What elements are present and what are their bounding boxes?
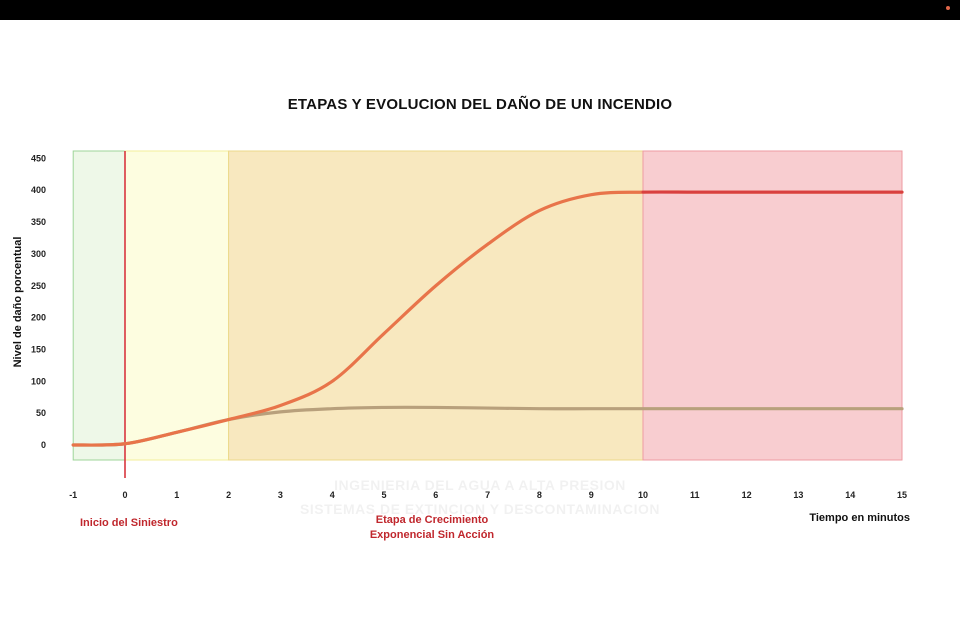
x-tick-label: 1 [174, 490, 179, 500]
y-tick-label: 100 [31, 376, 46, 386]
annotation-growth-line-2: Exponencial Sin Acción [369, 529, 495, 541]
y-tick-label: 50 [36, 408, 46, 418]
x-tick-label: 10 [638, 490, 648, 500]
y-tick-labels: 0 50 100 150 200 250 300 350 400 450 [31, 153, 46, 450]
y-tick-label: 450 [31, 153, 46, 163]
x-tick-label: 4 [330, 490, 335, 500]
y-tick-label: 200 [31, 313, 46, 323]
watermark-line-1: INGENIERIA DEL AGUA A ALTA PRESION [334, 477, 626, 493]
stage-bands [72, 150, 903, 461]
x-tick-label: 11 [690, 490, 700, 500]
y-tick-label: 300 [31, 249, 46, 259]
status-dot-icon [946, 6, 950, 10]
x-tick-label: 15 [897, 490, 907, 500]
watermark-line-2: SISTEMAS DE EXTINCION Y DESCONTAMINACION [300, 501, 660, 517]
x-tick-label: 5 [381, 490, 386, 500]
annotation-start: Inicio del Siniestro [80, 517, 178, 529]
stage-band-3 [642, 150, 903, 461]
y-tick-label: 0 [41, 440, 46, 450]
top-bar [0, 0, 960, 20]
x-tick-labels: -1 0 1 2 3 4 5 6 7 8 9 10 11 12 13 14 15 [69, 490, 907, 500]
x-tick-label: 6 [433, 490, 438, 500]
x-tick-label: 13 [793, 490, 803, 500]
annotation-growth: Etapa de Crecimiento Exponencial Sin Acc… [362, 513, 502, 543]
x-tick-label: 2 [226, 490, 231, 500]
y-tick-label: 150 [31, 344, 46, 354]
x-tick-label: 8 [537, 490, 542, 500]
x-axis-label: Tiempo en minutos [809, 512, 910, 524]
series-lines [71, 190, 904, 447]
y-tick-label: 400 [31, 185, 46, 195]
stage-band-0 [72, 150, 126, 461]
y-tick-label: 250 [31, 281, 46, 291]
annotation-growth-line-1: Etapa de Crecimiento [375, 514, 489, 526]
x-tick-label: 3 [278, 490, 283, 500]
x-tick-label: 7 [485, 490, 490, 500]
stage-band-1 [124, 150, 230, 461]
x-tick-label: -1 [69, 490, 77, 500]
annotation-start-text: Inicio del Siniestro [80, 517, 178, 529]
x-tick-label: 0 [122, 490, 127, 500]
x-tick-label: 14 [845, 490, 855, 500]
y-tick-label: 350 [31, 217, 46, 227]
x-tick-label: 9 [589, 490, 594, 500]
x-tick-label: 12 [742, 490, 752, 500]
chart-title: ETAPAS Y EVOLUCION DEL DAÑO DE UN INCEND… [287, 96, 673, 113]
